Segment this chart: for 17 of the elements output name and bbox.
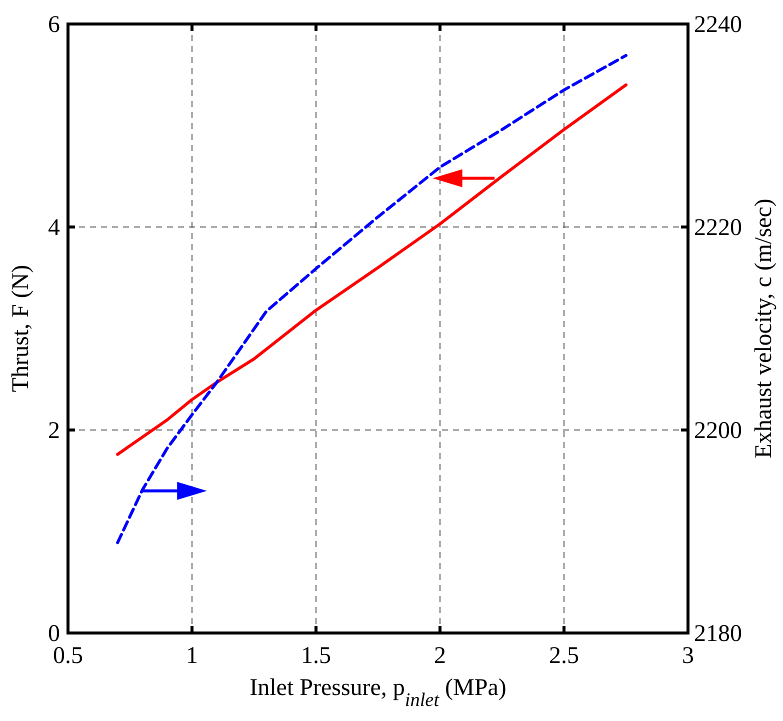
y-axis-title: Thrust, F (N) — [8, 264, 34, 392]
y2-tick-label: 2220 — [694, 215, 742, 241]
y-tick-label: 6 — [48, 12, 60, 38]
x-tick-label: 3 — [682, 643, 694, 669]
x-axis-title: Inlet Pressure, p$_{inlet}$ (MPa) — [250, 675, 506, 710]
line-series — [116, 54, 628, 544]
line-series — [116, 83, 628, 456]
y2-tick-label: 2180 — [694, 621, 742, 647]
y2-axis-title: Exhaust velocity, c (m/sec) — [751, 198, 777, 458]
x-tick-label: 1 — [186, 643, 198, 669]
y2-tick-label: 2200 — [694, 418, 742, 444]
y-tick-label: 2 — [48, 418, 60, 444]
x-tick-label: 1.5 — [301, 643, 331, 669]
x-tick-label: 2 — [434, 643, 446, 669]
y2-tick-label: 2240 — [694, 12, 742, 38]
y-tick-label: 4 — [48, 215, 60, 241]
x-tick-label: 2.5 — [549, 643, 579, 669]
